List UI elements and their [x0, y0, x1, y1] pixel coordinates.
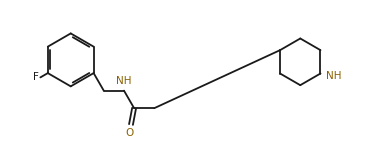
Text: NH: NH — [116, 76, 132, 86]
Text: O: O — [125, 128, 134, 138]
Text: NH: NH — [326, 71, 341, 81]
Text: F: F — [33, 72, 39, 82]
